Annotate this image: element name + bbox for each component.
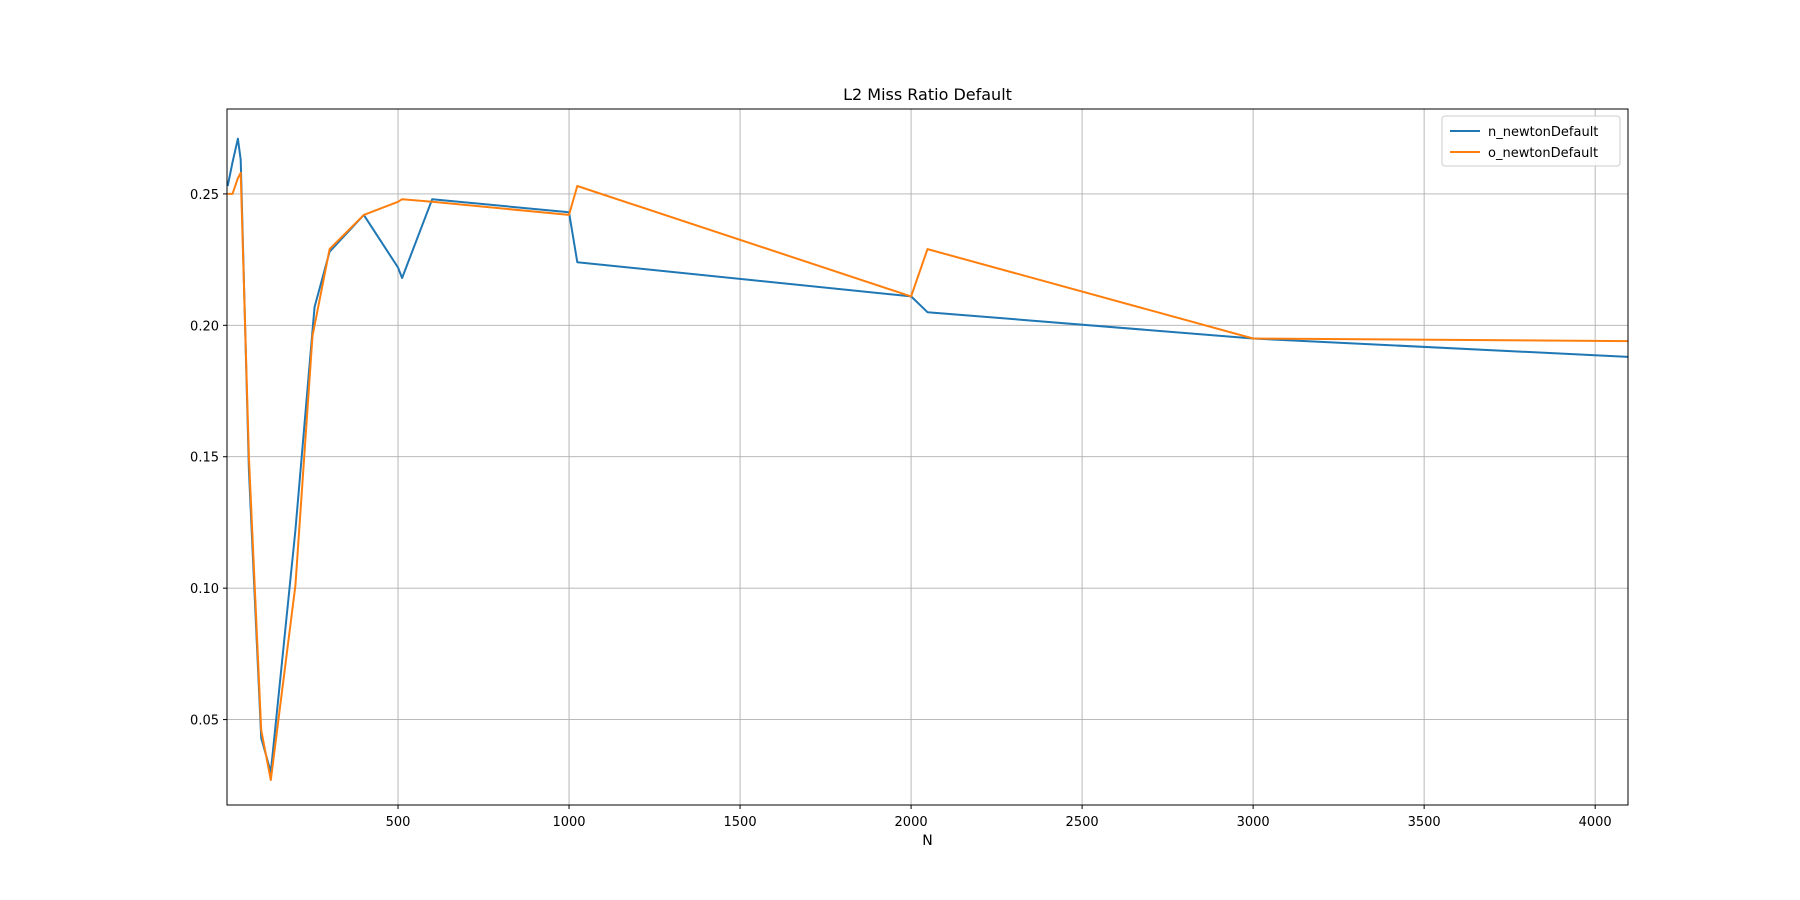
- x-axis: 500 1000 1500 2000 2500 3000 3500 4000: [386, 805, 1612, 830]
- legend: n_newtonDefault o_newtonDefault: [1441, 115, 1621, 167]
- x-tick-label: 2500: [1066, 815, 1099, 830]
- plot-area: [226, 137, 1629, 781]
- legend-box: [1441, 115, 1621, 167]
- series-line-o_newtonDefault: [227, 171, 1629, 781]
- y-tick-label: 0.05: [190, 714, 219, 729]
- y-tick-label: 0.15: [190, 451, 219, 466]
- chart-title: L2 Miss Ratio Default: [843, 85, 1012, 104]
- x-tick-label: 500: [386, 815, 411, 830]
- x-tick-label: 1500: [724, 815, 757, 830]
- y-tick-label: 0.25: [190, 188, 219, 203]
- y-tick-label: 0.10: [190, 582, 219, 597]
- x-tick-label: 1000: [552, 815, 585, 830]
- x-tick-label: 3500: [1408, 815, 1441, 830]
- grid-lines: [227, 109, 1628, 805]
- x-tick-label: 4000: [1579, 815, 1612, 830]
- x-tick-label: 3000: [1237, 815, 1270, 830]
- legend-label: o_newtonDefault: [1488, 146, 1598, 161]
- y-axis: 0.05 0.10 0.15 0.20 0.25: [190, 188, 227, 729]
- x-tick-label: 2000: [895, 815, 928, 830]
- x-axis-label: N: [922, 833, 932, 849]
- legend-label: n_newtonDefault: [1488, 125, 1598, 140]
- y-tick-label: 0.20: [190, 319, 219, 334]
